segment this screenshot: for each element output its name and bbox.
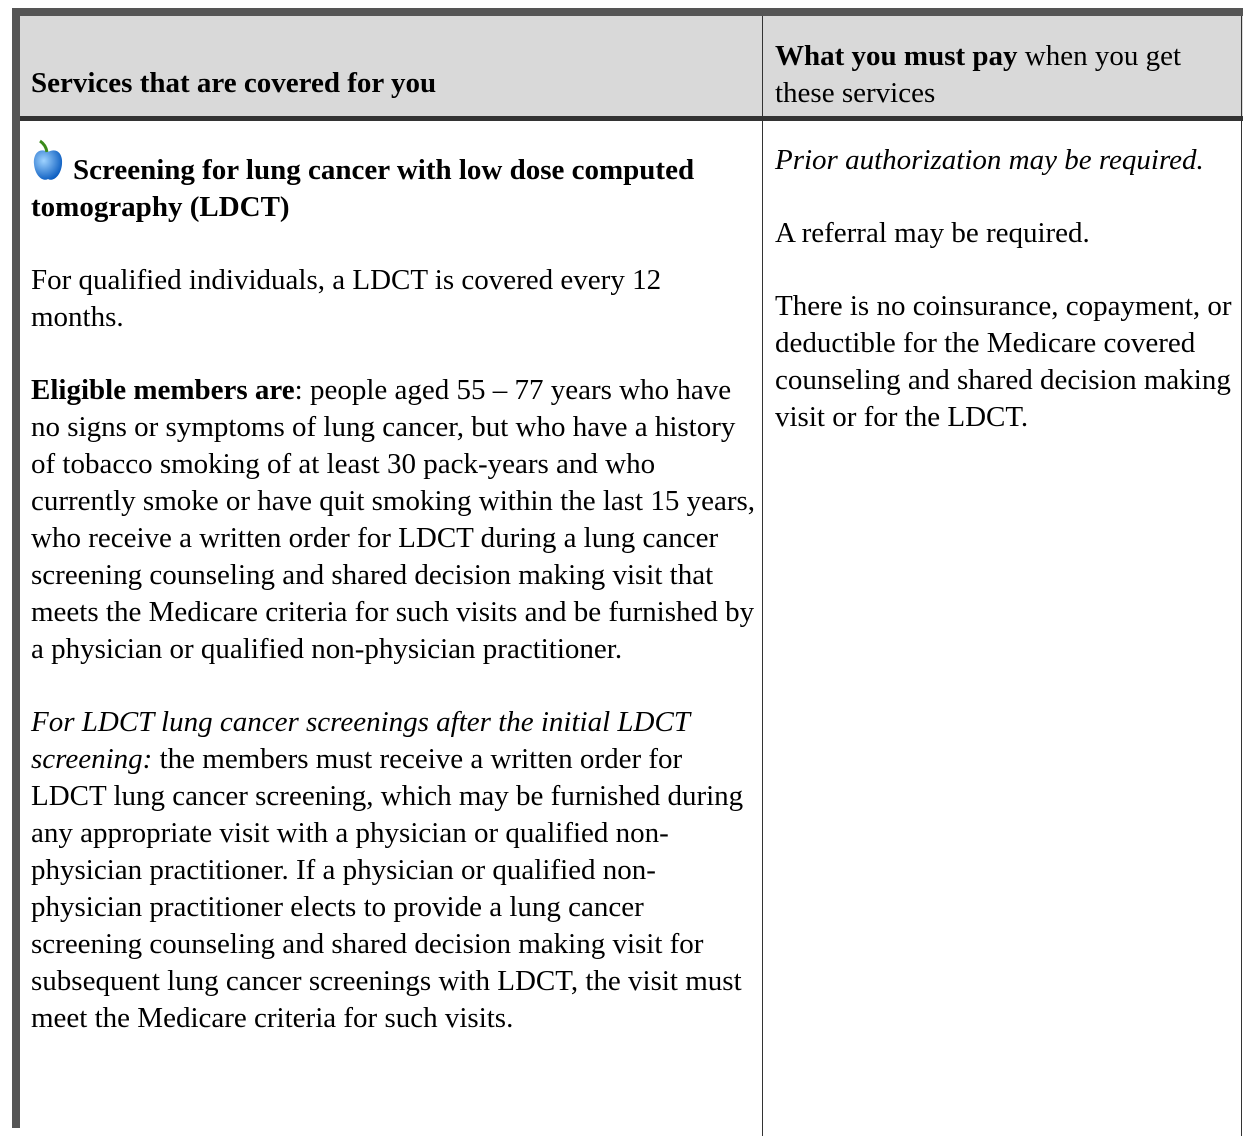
- cost-cell: Prior authorization may be required. A r…: [775, 142, 1235, 472]
- header-services: Services that are covered for you: [31, 67, 437, 99]
- apple-icon: [33, 139, 63, 180]
- service-cell: Screening for lung cancer with low dose …: [31, 139, 756, 1073]
- table-header: Services that are covered for you What y…: [20, 16, 1243, 121]
- paragraph-lead: For LDCT lung cancer screenings after th…: [31, 706, 690, 775]
- header-pay: What you must pay when you get these ser…: [775, 38, 1235, 112]
- table: Services that are covered for you What y…: [12, 8, 1243, 1136]
- paragraph: Eligible members are: people aged 55 – 7…: [31, 372, 756, 668]
- right-border: [1241, 16, 1242, 1136]
- header-pay-bold: What you must pay: [775, 40, 1018, 72]
- paragraph-text: the members must receive a written order…: [31, 743, 744, 1034]
- paragraph: For LDCT lung cancer screenings after th…: [31, 704, 756, 1037]
- cost-note: A referral may be required.: [775, 217, 1090, 249]
- service-title: Screening for lung cancer with low dose …: [31, 154, 695, 223]
- cost-note: Prior authorization may be required.: [775, 142, 1235, 179]
- paragraph-lead: Eligible members are: [31, 374, 295, 406]
- header-pay-rest: when you get these services: [775, 40, 1182, 109]
- paragraph-text: : people aged 55 – 77 years who have no …: [31, 374, 756, 665]
- column-divider: [762, 16, 763, 1136]
- cost-note: There is no coinsurance, copayment, or d…: [775, 290, 1232, 433]
- cost-italic: Prior authorization may be required.: [775, 144, 1204, 176]
- paragraph: For qualified individuals, a LDCT is cov…: [31, 264, 662, 333]
